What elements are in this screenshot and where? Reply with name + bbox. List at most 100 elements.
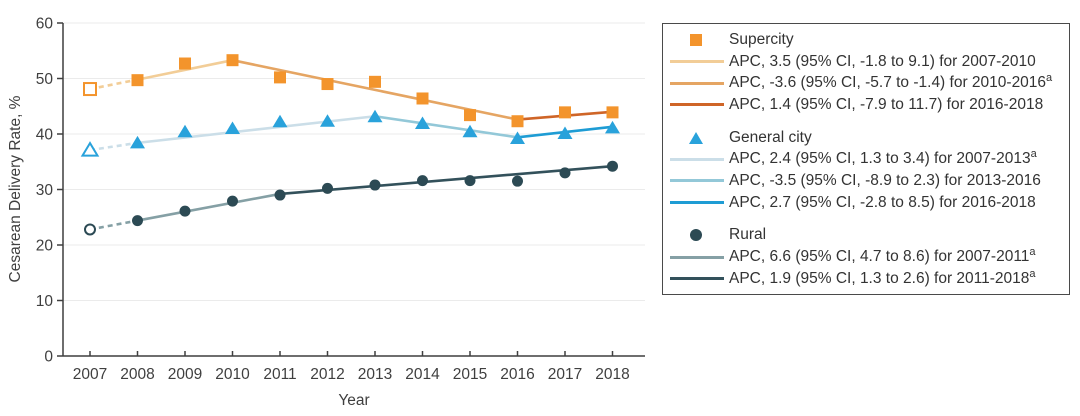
x-tick-label: 2014: [405, 366, 440, 383]
legend-series-label: Rural: [729, 226, 767, 244]
legend-entry-label: APC, 1.4 (95% CI, -7.9 to 11.7) for 2016…: [729, 95, 1044, 113]
data-point: [80, 141, 100, 157]
trend-segment: [279, 164, 613, 196]
legend-entry: APC, -3.5 (95% CI, -8.9 to 2.3) for 2013…: [663, 170, 1069, 192]
legend-entry: APC, 1.4 (95% CI, -7.9 to 11.7) for 2016…: [663, 94, 1069, 116]
circle-marker-icon: [690, 229, 702, 242]
data-point: [416, 92, 429, 105]
line-chart: 0 10 20 30 40 50 60 2007 2008 2009 2010 2011 2012 201…: [36, 16, 645, 383]
legend-series-label: Supercity: [729, 30, 794, 48]
trend-segment: [137, 192, 281, 222]
footnote-marker: a: [1030, 148, 1037, 161]
data-point: [321, 78, 334, 91]
legend-entry-label: APC, 1.9 (95% CI, 1.3 to 2.6) for 2011-2…: [729, 267, 1036, 287]
trend-line-swatch: [670, 201, 724, 205]
footnote-marker: a: [1029, 245, 1036, 258]
x-tick-label: 2015: [453, 366, 487, 383]
legend-series-label: General city: [729, 128, 812, 146]
legend-item-rural: Rural: [663, 225, 1069, 247]
x-axis-title: Year: [338, 392, 370, 409]
x-tick-label: 2013: [358, 366, 392, 383]
trend-segment: [89, 219, 138, 231]
trend-line-swatch: [670, 81, 724, 85]
x-tick-label: 2009: [168, 366, 202, 383]
y-tick-label: 30: [36, 182, 54, 199]
data-point: [83, 82, 97, 97]
legend-entry: APC, 2.7 (95% CI, -2.8 to 8.5) for 2016-…: [663, 192, 1069, 214]
legend-group: Supercity APC, 3.5 (95% CI, -1.8 to 9.1)…: [663, 29, 1069, 116]
legend-group: Rural APC, 6.6 (95% CI, 4.7 to 8.6) for …: [663, 225, 1069, 290]
legend-entry: APC, 6.6 (95% CI, 4.7 to 8.6) for 2007-2…: [663, 246, 1069, 268]
x-tick-label: 2008: [120, 366, 154, 383]
y-tick-label: 60: [36, 16, 54, 33]
data-point: [320, 114, 335, 127]
y-axis-title: Cesarean Delivery Rate, %: [7, 95, 24, 283]
trend-segment: [137, 58, 233, 81]
legend-entry: APC, 2.4 (95% CI, 1.3 to 3.4) for 2007-2…: [663, 148, 1069, 170]
trend-line-swatch: [670, 60, 724, 64]
data-point: [462, 124, 478, 138]
legend-entry: APC, 1.9 (95% CI, 1.3 to 2.6) for 2011-2…: [663, 268, 1069, 290]
data-point: [510, 131, 525, 144]
data-point: [369, 179, 381, 191]
data-point: [274, 189, 286, 201]
legend-entry-label: APC, 2.4 (95% CI, 1.3 to 3.4) for 2007-2…: [729, 148, 1037, 168]
footnote-marker: a: [1046, 72, 1053, 85]
x-tick-label: 2017: [548, 366, 582, 383]
x-tick-label: 2007: [73, 366, 107, 383]
x-tick-label: 2016: [500, 366, 534, 383]
legend-entry-label: APC, 3.5 (95% CI, -1.8 to 9.1) for 2007-…: [729, 52, 1036, 70]
legend-entry-label: APC, 2.7 (95% CI, -2.8 to 8.5) for 2016-…: [729, 193, 1036, 211]
data-point: [464, 175, 476, 187]
x-tick-label: 2011: [263, 366, 296, 383]
data-point: [417, 175, 428, 187]
y-tick-label: 10: [36, 293, 54, 310]
x-tick-label: 2018: [595, 366, 629, 383]
legend-item-general-city: General city: [663, 127, 1069, 149]
data-point: [369, 75, 381, 88]
data-point: [559, 167, 571, 179]
square-marker-icon: [690, 33, 702, 46]
y-tick-label: 40: [36, 127, 54, 144]
data-point: [606, 106, 619, 119]
data-point: [272, 114, 288, 128]
data-point: [179, 205, 191, 217]
footnote-marker: a: [1029, 267, 1036, 280]
data-point: [179, 57, 191, 70]
data-point: [415, 116, 430, 129]
y-tick-label: 20: [36, 238, 54, 255]
data-point: [177, 124, 193, 138]
trend-segment: [89, 141, 138, 152]
data-point: [322, 182, 333, 194]
y-tick-label: 50: [36, 71, 54, 88]
data-point: [274, 71, 286, 84]
data-point: [84, 223, 96, 236]
data-point: [131, 74, 144, 87]
data-point: [605, 120, 620, 134]
data-point: [227, 195, 238, 207]
trend-segment: [89, 78, 138, 91]
trend-line-swatch: [670, 255, 724, 259]
data-point: [225, 121, 240, 134]
legend-entry: APC, 3.5 (95% CI, -1.8 to 9.1) for 2007-…: [663, 51, 1069, 73]
data-point: [130, 135, 145, 149]
data-point: [226, 54, 239, 67]
trend-line-swatch: [670, 179, 724, 183]
triangle-marker-icon: [689, 131, 703, 144]
trend-line-swatch: [670, 103, 724, 107]
legend-entry-label: APC, -3.6 (95% CI, -5.7 to -1.4) for 201…: [729, 72, 1053, 92]
data-point: [132, 215, 143, 227]
data-point: [557, 126, 573, 139]
legend-entry-label: APC, -3.5 (95% CI, -8.9 to 2.3) for 2013…: [729, 171, 1041, 189]
y-tick-label: 0: [44, 349, 53, 366]
data-point: [511, 115, 524, 128]
legend-item-supercity: Supercity: [663, 29, 1069, 51]
data-point: [512, 175, 523, 187]
legend-entry-label: APC, 6.6 (95% CI, 4.7 to 8.6) for 2007-2…: [729, 245, 1036, 266]
trend-line-swatch: [670, 157, 724, 161]
legend-group: General city APC, 2.4 (95% CI, 1.3 to 3.…: [663, 127, 1069, 214]
data-point: [559, 106, 571, 119]
trend-segment: [374, 114, 518, 139]
x-tick-label: 2010: [215, 366, 250, 383]
